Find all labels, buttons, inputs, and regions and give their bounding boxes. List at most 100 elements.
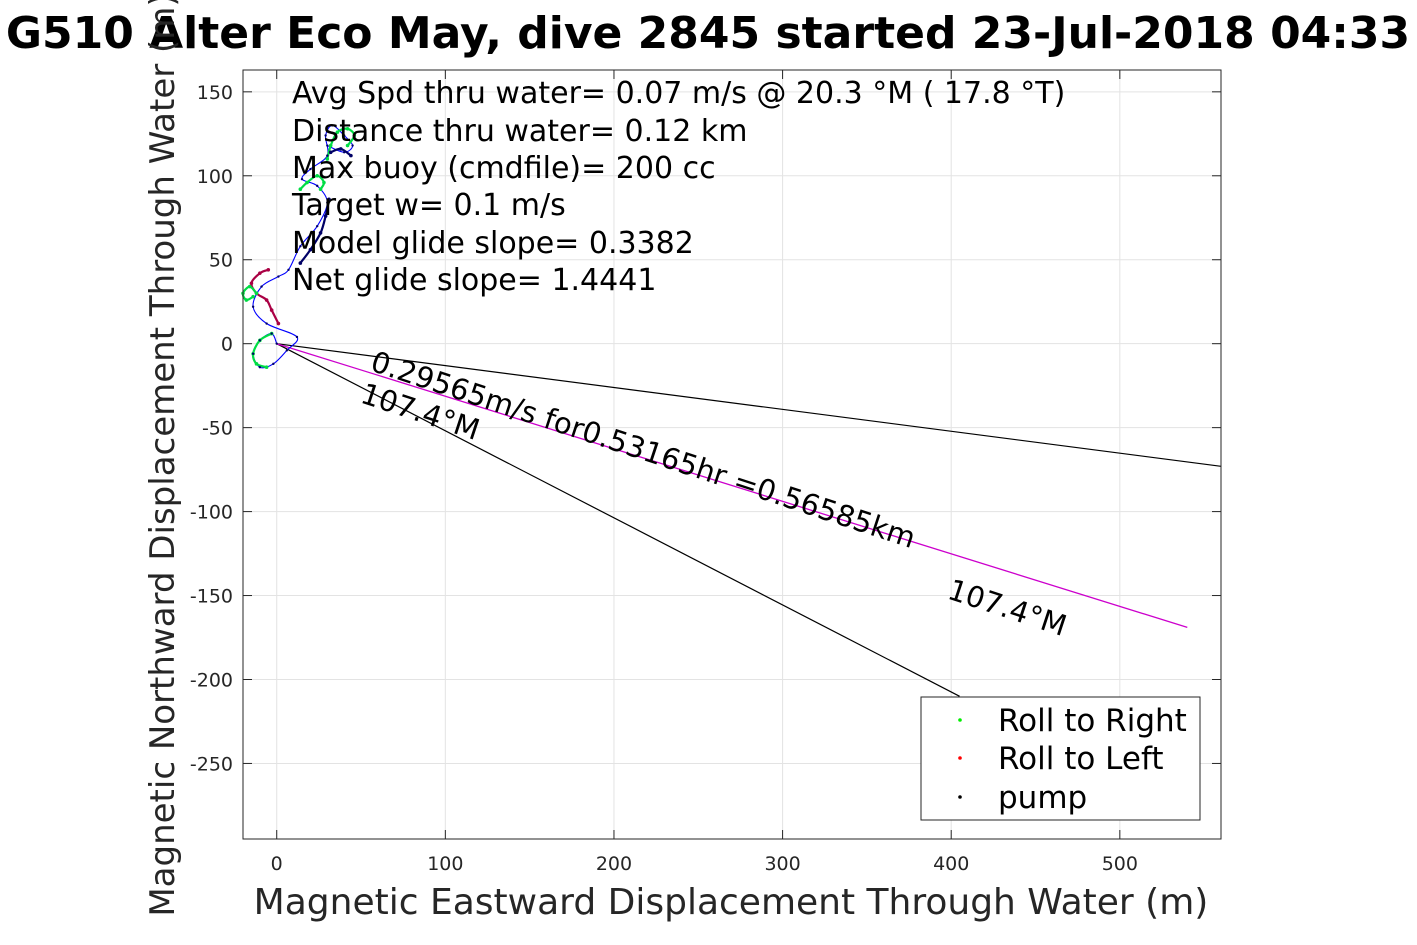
track-point — [270, 332, 273, 335]
segment-point — [266, 268, 271, 272]
projected-track-line — [276, 343, 1188, 629]
y-axis-label: Magnetic Northward Displacement Through … — [143, 0, 183, 917]
axis-ticks: 0 100 200 300 400 500150100500-50-100-150-200… — [190, 70, 1221, 875]
plot-data — [241, 124, 1222, 697]
track-point — [299, 245, 302, 248]
annotation-block: Avg Spd thru water= 0.07 m/s @ 20.3 °M (… — [291, 76, 1065, 298]
x-tick-label: 300 — [764, 853, 800, 875]
track-point — [275, 342, 278, 345]
axes-box — [242, 69, 1222, 840]
x-tick-label: 500 — [1102, 853, 1138, 875]
segment-point — [305, 180, 309, 185]
segment-point — [264, 298, 269, 302]
legend-label-roll-right: Roll to Right — [998, 703, 1187, 739]
track-point — [309, 167, 312, 171]
projection-label: 0.29565m/s for0.53165hr =0.56585km — [367, 344, 920, 555]
track-point — [277, 275, 280, 278]
track-point — [326, 201, 329, 204]
segment-point — [325, 157, 330, 161]
track-point — [272, 362, 275, 366]
track-point — [260, 285, 263, 288]
track-point — [300, 177, 304, 181]
track-point — [258, 365, 262, 369]
y-tick-label: -200 — [190, 669, 233, 691]
y-tick-label: -50 — [202, 418, 233, 440]
segment-point — [322, 180, 326, 185]
x-tick-label: 100 — [427, 853, 463, 875]
heading-label-2: 107.4°M — [944, 572, 1071, 643]
y-tick-label: 150 — [197, 82, 233, 104]
segment-point — [328, 143, 333, 148]
segment-point — [269, 308, 274, 312]
segment-point — [247, 284, 252, 289]
annotation-model-glide: Model glide slope= 0.3382 — [292, 226, 694, 261]
track-point — [326, 154, 329, 157]
track-point — [287, 268, 290, 272]
track-point — [315, 184, 319, 188]
legend-label-pump: pump — [998, 780, 1087, 816]
legend-label-roll-left: Roll to Left — [998, 741, 1164, 777]
y-tick-label: -150 — [190, 586, 233, 608]
segment-point — [318, 231, 323, 235]
chart-title: G510 Alter Eco May, dive 2845 started 23… — [6, 8, 1410, 59]
segment-point — [349, 153, 353, 158]
annotation-net-glide: Net glide slope= 1.4441 — [292, 263, 656, 298]
annotation-target-w: Target w= 0.1 m/s — [291, 188, 566, 223]
segment-point — [328, 150, 333, 155]
annotation-avg-speed: Avg Spd thru water= 0.07 m/s @ 20.3 °M (… — [292, 76, 1065, 111]
legend-box — [920, 696, 1201, 821]
legend-marker-roll-right — [958, 718, 962, 722]
track-point — [342, 151, 346, 154]
track-point — [342, 134, 346, 137]
segment-point — [339, 147, 343, 151]
track-point — [315, 224, 319, 228]
segment-point — [298, 261, 303, 265]
legend-marker-roll-left — [958, 756, 962, 760]
wedge-line-upper — [276, 343, 1222, 467]
segment-point — [345, 126, 350, 131]
y-tick-label: 0 — [221, 334, 233, 356]
segment-point — [251, 294, 255, 299]
segment-point — [254, 362, 259, 366]
segment-point — [258, 271, 262, 275]
segment-point — [244, 298, 249, 302]
segment-point — [249, 281, 254, 286]
y-tick-label: -100 — [190, 502, 233, 524]
track-point — [326, 144, 329, 147]
annotation-distance: Distance thru water= 0.12 km — [292, 114, 747, 149]
segment-point — [335, 130, 340, 134]
legend: Roll to Right Roll to Left pump — [920, 696, 1201, 821]
track-point — [258, 339, 262, 342]
track-point — [295, 335, 299, 339]
segment-point — [308, 247, 313, 252]
segment-point — [323, 214, 328, 218]
track-point — [265, 322, 268, 325]
segment-point — [276, 321, 281, 326]
y-tick-label: 50 — [209, 250, 233, 272]
track-point — [251, 305, 255, 308]
track-point — [285, 349, 289, 352]
segment-point — [315, 173, 319, 178]
track-point — [324, 134, 327, 137]
x-axis-label: Magnetic Eastward Displacement Through W… — [254, 882, 1209, 923]
y-tick-label: 100 — [197, 166, 233, 188]
segment-roll-right — [251, 332, 273, 369]
legend-marker-pump — [958, 795, 962, 799]
segment-point — [327, 197, 331, 202]
grid — [243, 70, 1221, 839]
x-tick-label: 0 — [271, 853, 283, 875]
segment-point — [298, 187, 303, 192]
x-tick-label: 400 — [933, 853, 969, 875]
annotation-max-buoy: Max buoy (cmdfile)= 200 cc — [292, 151, 716, 186]
segment-point — [352, 133, 357, 138]
x-tick-label: 200 — [596, 853, 632, 875]
track-point — [351, 144, 354, 147]
segment-point — [345, 143, 350, 148]
track-point — [331, 124, 334, 127]
segment-point — [264, 365, 269, 369]
y-tick-label: -250 — [190, 753, 233, 775]
segment-point — [318, 187, 323, 192]
wedge-line-lower — [276, 343, 960, 697]
segment-point — [254, 291, 259, 296]
